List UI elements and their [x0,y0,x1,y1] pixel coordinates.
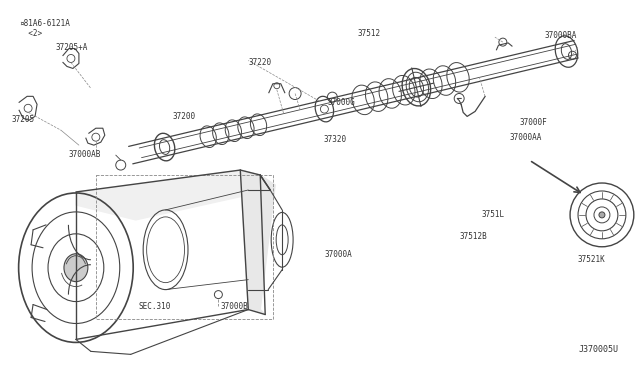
Polygon shape [240,170,275,314]
Text: 37205+A: 37205+A [56,42,88,52]
Text: 37000A: 37000A [325,250,353,259]
Text: SEC.310: SEC.310 [139,302,171,311]
Text: 37000AB: 37000AB [69,150,101,159]
Text: J370005U: J370005U [579,345,619,355]
Text: 3751L: 3751L [481,210,504,219]
Text: 37000B: 37000B [220,302,248,311]
Text: 37200: 37200 [173,112,196,121]
Text: 37320: 37320 [324,135,347,144]
Text: 37521K: 37521K [577,255,605,264]
Text: 37000F: 37000F [519,118,547,127]
Text: 37000AA: 37000AA [509,133,541,142]
Text: 37512B: 37512B [460,232,487,241]
Circle shape [599,212,605,218]
Polygon shape [76,170,270,220]
Text: 37000G: 37000G [328,98,356,108]
Text: 37000BA: 37000BA [544,31,577,39]
Text: ¤81A6-6121A
  <2>: ¤81A6-6121A <2> [19,19,70,38]
Text: 37220: 37220 [248,58,271,67]
Text: 37512: 37512 [358,29,381,38]
Ellipse shape [64,254,88,282]
Text: 37205: 37205 [11,115,35,124]
